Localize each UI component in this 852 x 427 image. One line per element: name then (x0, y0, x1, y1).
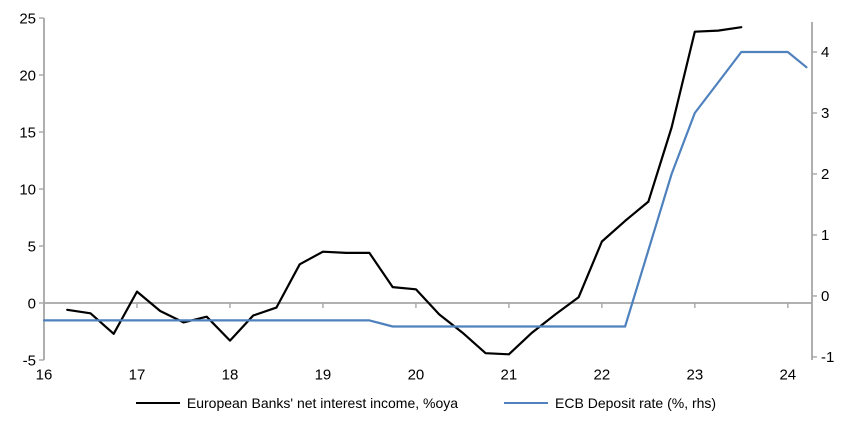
right-axis-tick-label: -1 (821, 349, 834, 366)
nii-line-swatch (135, 402, 180, 404)
right-axis-tick-label: 3 (821, 105, 829, 122)
x-axis-tick-label: 17 (129, 366, 146, 383)
right-axis-tick-label: 1 (821, 227, 829, 244)
x-axis-tick-label: 16 (36, 366, 53, 383)
x-axis-tick-label: 18 (222, 366, 239, 383)
x-axis-tick-label: 19 (315, 366, 332, 383)
left-axis-tick-label: 10 (19, 181, 36, 198)
deposit-rate-line (42, 50, 808, 328)
x-axis-tick-label: 22 (594, 366, 611, 383)
x-axis-tick-label: 23 (687, 366, 704, 383)
nii-line (66, 26, 743, 356)
chart-legend: European Banks' net interest income, %oy… (0, 395, 852, 411)
right-axis-tick-label: 0 (821, 288, 829, 305)
left-axis-tick-label: 25 (19, 10, 36, 27)
x-axis-tick-label: 21 (501, 366, 518, 383)
x-axis-tick-label: 24 (779, 366, 796, 383)
x-axis-tick-label: 20 (408, 366, 425, 383)
legend-item-nii: European Banks' net interest income, %oy… (135, 395, 459, 411)
left-axis-tick-label: 5 (28, 238, 36, 255)
legend-label-nii: European Banks' net interest income, %oy… (186, 395, 459, 411)
left-axis-tick-label: 0 (28, 295, 36, 312)
deposit-rate-line-swatch (504, 402, 549, 404)
right-axis-tick-label: 4 (821, 44, 829, 61)
left-axis-tick-label: 20 (19, 67, 36, 84)
legend-label-deposit-rate: ECB Deposit rate (%, rhs) (555, 395, 717, 411)
legend-item-deposit-rate: ECB Deposit rate (%, rhs) (504, 395, 716, 411)
right-axis-tick-label: 2 (821, 166, 829, 183)
left-axis-tick-label: 15 (19, 124, 36, 141)
left-axis-tick-label: -5 (23, 352, 36, 369)
